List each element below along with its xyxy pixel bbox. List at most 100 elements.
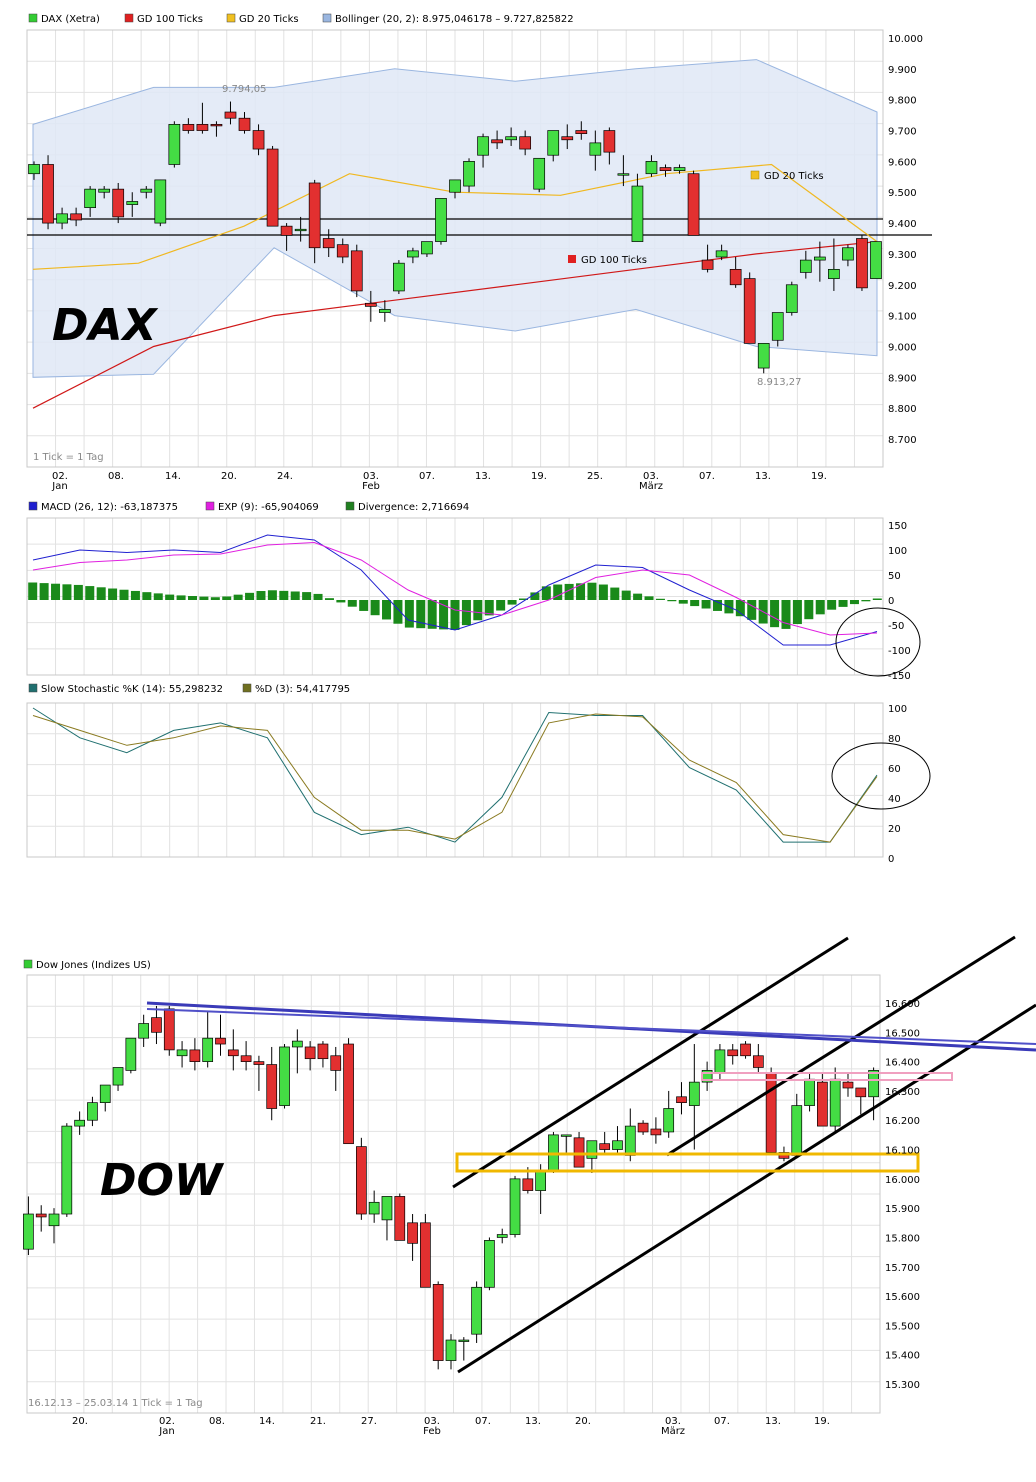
y-tick-label: 9.400 <box>888 219 917 230</box>
candle-body <box>224 111 237 119</box>
candle-body <box>814 256 826 261</box>
x-tick-label: 20. <box>221 471 237 482</box>
divergence-bar <box>872 598 882 600</box>
candle-body <box>535 1169 546 1191</box>
stoch-panel: 100 80 60 40 20 0 Slow Stochastic %K (14): 55… <box>26 683 931 865</box>
candle-body <box>70 213 82 221</box>
divergence-bar <box>302 592 312 600</box>
divergence-bar <box>187 596 197 600</box>
candle-body <box>603 130 616 153</box>
candle-body <box>112 188 125 218</box>
y-tick-label: 15.600 <box>885 1292 920 1303</box>
candle-body <box>631 185 644 242</box>
candle-body <box>23 1213 34 1250</box>
divergence-bar <box>690 600 700 607</box>
divergence-bar <box>553 584 563 600</box>
candle-body <box>547 130 560 156</box>
candle-body <box>99 1084 111 1103</box>
candle-body <box>394 1196 406 1241</box>
candle-body <box>765 1072 777 1153</box>
candle-body <box>330 1055 342 1071</box>
y-tick-label: 15.700 <box>885 1263 920 1274</box>
y-tick-label: 16.200 <box>885 1116 920 1127</box>
candle-body <box>266 1064 278 1109</box>
legend-swatch <box>28 683 38 693</box>
divergence-bar <box>73 584 83 600</box>
candle-body <box>189 1049 201 1062</box>
candle-body <box>266 148 279 227</box>
divergence-bar <box>792 600 802 625</box>
x-tick-label: 20. <box>72 1416 88 1427</box>
divergence-bar <box>815 600 825 615</box>
dow-candles <box>23 1005 879 1370</box>
candle-body <box>42 164 54 224</box>
y-tick-label: 100 <box>888 704 907 715</box>
candle-body <box>432 1284 444 1361</box>
dax-high-label: 9.794,05 <box>222 84 267 95</box>
candle-body <box>509 1178 521 1235</box>
y-tick-label: 16.100 <box>885 1146 920 1157</box>
dow-legend: Dow Jones (Indizes US) <box>23 959 151 971</box>
candle-body <box>182 124 195 131</box>
y-tick-label: 20 <box>888 824 901 835</box>
divergence-bar <box>130 590 140 600</box>
divergence-bar <box>450 600 460 630</box>
legend-swatch <box>23 959 33 969</box>
candle-body <box>586 1140 598 1159</box>
y-tick-label: 10.000 <box>888 34 923 45</box>
divergence-bar <box>587 582 597 600</box>
candle-body <box>757 343 770 369</box>
y-tick-label: 15.800 <box>885 1233 920 1244</box>
divergence-bar <box>621 590 631 600</box>
divergence-bar <box>233 594 243 600</box>
candle-body <box>617 173 630 176</box>
divergence-bar <box>633 593 643 600</box>
candle-body <box>560 1134 572 1137</box>
macd-panel: 150 100 50 0 -50 -100 -150 MACD (26, 12): -63,… <box>26 501 921 682</box>
candle-body <box>856 238 868 289</box>
dow-tick-note: 1 Tick = 1 Tag <box>132 1398 203 1409</box>
candle-body <box>771 312 784 341</box>
candle-body <box>612 1140 623 1150</box>
y-tick-label: 0 <box>888 596 894 607</box>
y-tick-label: 40 <box>888 794 901 805</box>
x-month-label: Jan <box>51 481 67 492</box>
divergence-bar <box>222 596 232 600</box>
candle-body <box>407 1222 418 1244</box>
x-tick-label: 07. <box>475 1416 491 1427</box>
y-tick-label: 9.000 <box>888 342 917 353</box>
y-tick-label: 15.400 <box>885 1351 920 1362</box>
divergence-bar <box>347 600 357 607</box>
dax-panel: 10.000 9.900 9.800 9.700 9.600 9.500 9.400 9.30… <box>26 13 932 492</box>
divergence-bar <box>518 598 528 600</box>
candle-body <box>519 136 532 150</box>
divergence-bar <box>199 596 209 600</box>
candle-body <box>868 1070 879 1098</box>
candle-body <box>522 1178 534 1191</box>
candle-body <box>828 268 840 279</box>
x-tick-label: 07. <box>714 1416 730 1427</box>
y-tick-label: 16.300 <box>885 1087 920 1098</box>
candle-body <box>56 213 68 224</box>
divergence-bar <box>781 600 791 629</box>
divergence-bar <box>576 583 586 600</box>
x-month-label: März <box>639 481 663 492</box>
dow-x-axis: 20. 02. 08. 14. 21. 27. 03. 07. 13. 20. 03. 07. 13. 1… <box>72 1416 830 1437</box>
divergence-bar <box>290 591 300 600</box>
divergence-bar <box>861 600 871 602</box>
divergence-bar <box>313 593 323 600</box>
y-tick-label: 9.800 <box>888 96 917 107</box>
candle-body <box>294 228 307 232</box>
y-tick-label: 80 <box>888 734 901 745</box>
candle-body <box>48 1213 60 1227</box>
candle-body <box>356 1146 367 1215</box>
dow-channel-upper-line <box>452 936 849 1189</box>
candle-body <box>743 278 756 344</box>
y-tick-label: 8.900 <box>888 373 917 384</box>
divergence-bar <box>598 584 608 600</box>
candle-body <box>449 179 461 193</box>
legend-label: Dow Jones (Indizes US) <box>36 960 151 971</box>
divergence-bar <box>51 583 61 600</box>
y-tick-label: 9.500 <box>888 188 917 199</box>
